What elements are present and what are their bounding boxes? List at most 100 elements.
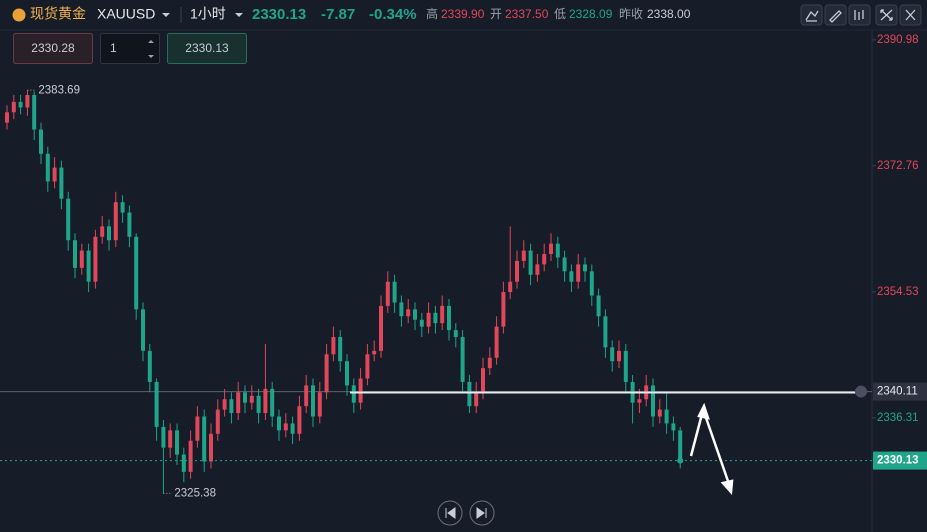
candle-body	[202, 416, 207, 462]
candle-body	[589, 271, 594, 296]
candle-body	[379, 305, 383, 351]
candle-body	[481, 368, 485, 393]
candle-body	[311, 385, 315, 417]
candle-body	[345, 361, 349, 386]
candle-body	[86, 250, 91, 282]
candle-body	[5, 112, 9, 123]
marked-price-box	[873, 382, 927, 401]
candle-body	[549, 243, 553, 255]
candle-body	[671, 423, 676, 431]
candle-body	[25, 94, 30, 108]
candle-body	[637, 399, 642, 403]
open-value: 2337.50	[505, 7, 549, 21]
candle-body	[535, 264, 540, 275]
symbol-icon	[12, 8, 26, 22]
candle-body	[385, 281, 390, 306]
candle-body	[365, 354, 370, 379]
candle-body	[392, 281, 397, 303]
candle-body	[453, 330, 458, 338]
candle-body	[113, 202, 118, 241]
candle-body	[141, 309, 145, 351]
last-price-box	[873, 451, 927, 470]
candle-body	[195, 416, 200, 441]
qty-value[interactable]: 1	[110, 41, 117, 55]
candle-body	[664, 409, 669, 424]
prev-close-value: 2338.00	[647, 7, 691, 21]
candle-body	[338, 337, 343, 362]
sell-button[interactable]	[13, 33, 93, 64]
candle-body	[569, 271, 574, 282]
candle-body	[433, 312, 438, 324]
candle-body	[515, 260, 519, 282]
candle-body	[215, 409, 220, 434]
high-label: 高	[426, 6, 438, 21]
candle-body	[73, 240, 77, 268]
symbol[interactable]: XAUUSD	[97, 6, 155, 22]
candle-body	[399, 302, 404, 317]
candle-body	[59, 167, 64, 199]
candle-body	[249, 395, 254, 403]
candle-body	[100, 226, 105, 237]
open-label: 开	[490, 7, 502, 21]
candle-body	[617, 350, 621, 362]
candle-body	[474, 392, 479, 407]
candle-body	[358, 378, 363, 403]
candle-body	[542, 254, 547, 265]
symbol-name[interactable]: 现货黄金	[30, 6, 86, 22]
candle-body	[406, 309, 411, 317]
candle-body	[256, 395, 261, 414]
candle-body	[175, 430, 179, 455]
candle-body	[494, 326, 499, 358]
candle-body	[181, 454, 186, 472]
candle-body	[236, 392, 241, 414]
candle-body	[52, 167, 57, 182]
candle-body	[583, 264, 587, 272]
candle-body	[651, 385, 655, 417]
candle-body	[678, 430, 683, 461]
dropdown-caret[interactable]	[162, 13, 170, 17]
dropdown-caret[interactable]	[235, 13, 243, 17]
last-price-label: 2330.13	[877, 455, 919, 467]
candle-body	[528, 250, 533, 275]
candle-body	[317, 392, 322, 417]
interval[interactable]: 1小时	[190, 6, 226, 22]
buy-price[interactable]: 2330.13	[185, 41, 229, 55]
candle-body	[243, 392, 247, 403]
last-price: 2330.13	[252, 6, 306, 23]
candle-body	[290, 423, 295, 434]
candle-body	[79, 250, 84, 268]
y-tick-label: 2372.76	[877, 160, 919, 172]
candle-body	[209, 433, 213, 462]
change: -7.87	[321, 6, 355, 23]
candle-body	[324, 354, 329, 393]
candle-body	[467, 381, 472, 407]
candle-body	[508, 281, 513, 293]
tool-button[interactable]	[800, 4, 823, 26]
qty-input[interactable]	[100, 33, 160, 64]
candle-body	[426, 312, 431, 327]
sell-price[interactable]: 2330.28	[31, 41, 75, 55]
candle-body	[120, 202, 125, 213]
candle-body	[147, 350, 152, 382]
candle-body	[596, 295, 601, 317]
candle-body	[277, 416, 281, 431]
candle-body	[93, 236, 98, 282]
candle-body	[610, 347, 615, 362]
buy-button[interactable]	[167, 33, 247, 64]
candle-body	[168, 430, 173, 448]
candle-body	[222, 399, 227, 410]
candle-body	[440, 305, 445, 324]
candle-body	[297, 406, 302, 434]
candle-body	[134, 236, 139, 310]
candle-body	[562, 257, 567, 272]
candle-body	[32, 94, 37, 130]
drawn-arrows[interactable]	[689, 402, 734, 495]
candle-body	[18, 101, 23, 108]
candle-body	[460, 337, 465, 382]
low-value: 2328.09	[569, 7, 613, 21]
alert-icon	[855, 385, 867, 398]
candle-body	[413, 309, 417, 320]
max-label: 2383.69	[38, 84, 80, 96]
candle-body	[283, 423, 288, 431]
candle-body	[270, 388, 275, 417]
